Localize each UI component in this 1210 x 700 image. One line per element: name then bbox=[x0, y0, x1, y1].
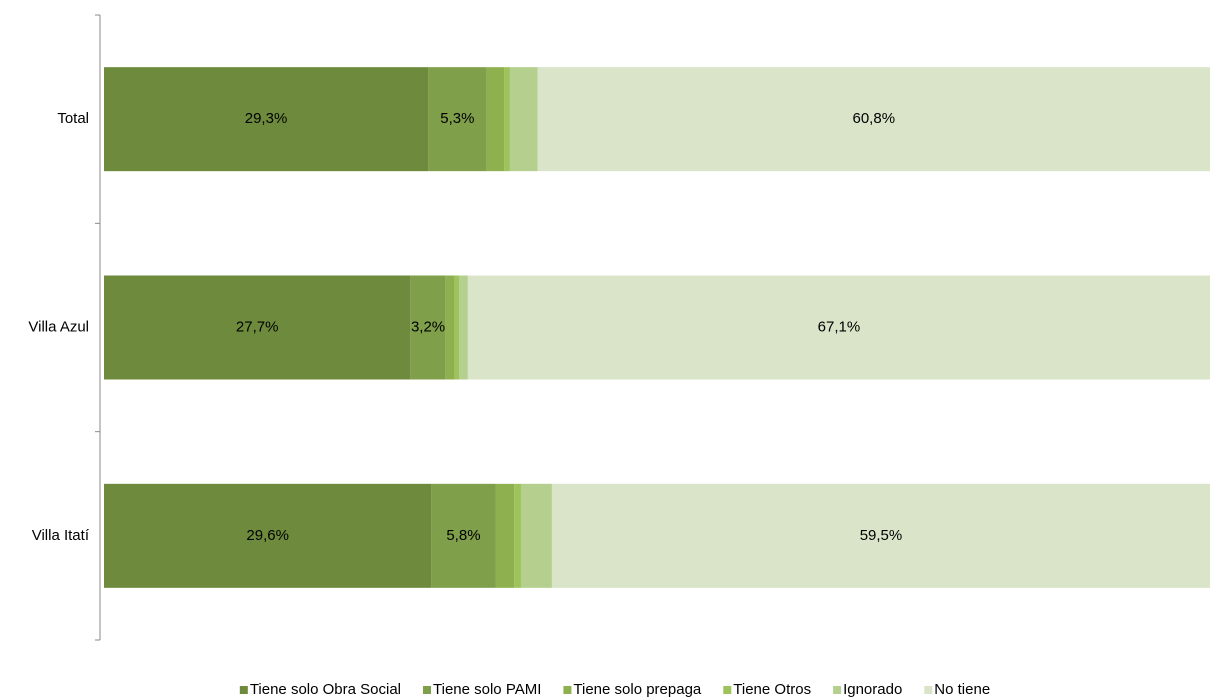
bar-segment bbox=[520, 483, 552, 588]
bar-segment bbox=[104, 275, 411, 380]
legend-label: Tiene Otros bbox=[733, 681, 811, 698]
data-label: 5,3% bbox=[440, 110, 474, 127]
y-tick-label: Total bbox=[57, 110, 89, 127]
data-label: 60,8% bbox=[853, 110, 896, 127]
data-label: 29,6% bbox=[246, 527, 289, 544]
legend-label: Tiene solo Obra Social bbox=[250, 681, 401, 698]
bar-segment bbox=[486, 67, 505, 172]
legend-swatch bbox=[924, 686, 933, 694]
y-tick-label: Villa Azul bbox=[28, 318, 89, 335]
legend-swatch bbox=[563, 686, 572, 694]
bar-segment bbox=[104, 67, 429, 172]
data-label: 29,3% bbox=[245, 110, 288, 127]
data-label: 67,1% bbox=[818, 318, 861, 335]
bar-segment bbox=[428, 67, 487, 172]
data-label: 5,8% bbox=[446, 527, 480, 544]
bar-segment bbox=[537, 67, 1210, 172]
legend-item: Tiene solo Obra Social bbox=[239, 681, 401, 698]
legend-item: Tiene solo prepaga bbox=[563, 681, 702, 698]
legend-label: Ignorado bbox=[843, 681, 902, 698]
legend-swatch bbox=[833, 686, 842, 694]
bar-segment bbox=[504, 67, 510, 172]
legend-label: No tiene bbox=[934, 681, 990, 698]
legend-item: No tiene bbox=[924, 681, 990, 698]
bar-segment bbox=[459, 275, 468, 380]
legend-item: Tiene Otros bbox=[723, 681, 811, 698]
bar-segment bbox=[551, 483, 1210, 588]
legend-item: Ignorado bbox=[833, 681, 902, 698]
data-label: 27,7% bbox=[236, 318, 279, 335]
bar-segment bbox=[454, 275, 460, 380]
legend-swatch bbox=[423, 686, 432, 694]
data-label: 59,5% bbox=[860, 527, 903, 544]
bar-segment bbox=[514, 483, 521, 588]
y-tick-label: Villa Itatí bbox=[32, 527, 90, 544]
legend-label: Tiene solo PAMI bbox=[433, 681, 541, 698]
legend-item: Tiene solo PAMI bbox=[423, 681, 541, 698]
bar-segment bbox=[445, 275, 455, 380]
data-label: 3,2% bbox=[411, 318, 445, 335]
legend-swatch bbox=[239, 686, 248, 694]
bar-segment bbox=[495, 483, 515, 588]
bar-segment bbox=[467, 275, 1210, 380]
legend-swatch bbox=[723, 686, 732, 694]
bar-segment bbox=[509, 67, 538, 172]
bar-segment bbox=[431, 483, 496, 588]
bar-segment bbox=[104, 483, 432, 588]
legend-label: Tiene solo prepaga bbox=[573, 681, 702, 698]
bar-segment bbox=[410, 275, 446, 380]
